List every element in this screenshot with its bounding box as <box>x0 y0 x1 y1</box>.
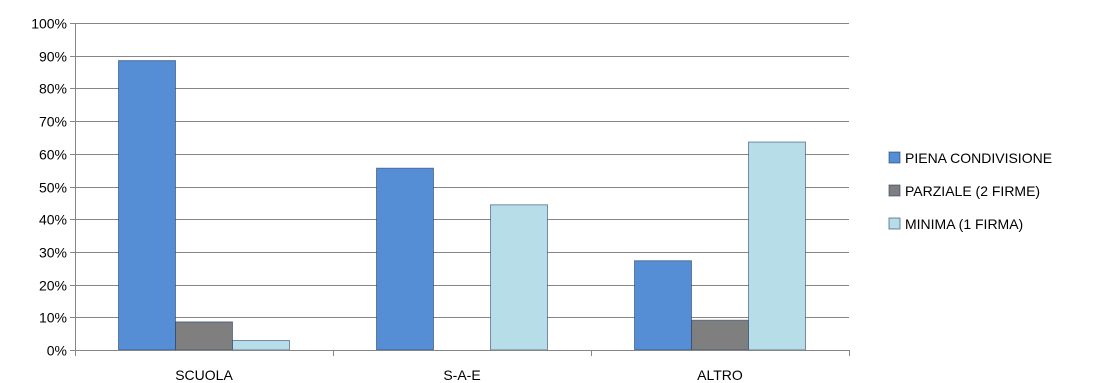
y-tick-label: 70% <box>39 114 67 130</box>
y-tick-label: 100% <box>31 16 67 32</box>
y-tick-label: 20% <box>39 278 67 294</box>
bar <box>232 340 290 351</box>
bars <box>118 60 806 351</box>
bar <box>490 204 548 351</box>
bar <box>376 167 434 351</box>
axes <box>70 23 850 356</box>
grid-lines <box>75 23 849 318</box>
x-tick-labels: SCUOLA S-A-E ALTRO <box>175 367 743 383</box>
legend: PIENA CONDIVISIONE PARZIALE (2 FIRME) MINI… <box>888 150 1052 232</box>
x-tick-label: SCUOLA <box>175 367 233 383</box>
bar <box>118 60 176 351</box>
y-tick-label: 30% <box>39 245 67 261</box>
x-tick-label: ALTRO <box>697 367 743 383</box>
legend-label: PARZIALE (2 FIRME) <box>905 183 1040 199</box>
legend-swatch <box>888 184 901 197</box>
x-tick-label: S-A-E <box>443 367 480 383</box>
bar <box>175 321 233 351</box>
legend-label: MINIMA (1 FIRMA) <box>905 216 1023 232</box>
y-tick-labels: 0% 10% 20% 30% 40% 50% 60% 70% 80% 90% 100% <box>31 16 67 359</box>
bar <box>748 141 806 351</box>
y-tick-label: 80% <box>39 81 67 97</box>
bar <box>634 260 692 351</box>
y-tick-label: 60% <box>39 147 67 163</box>
legend-swatch <box>888 151 901 164</box>
bar <box>691 319 749 351</box>
y-tick-label: 90% <box>39 49 67 65</box>
y-tick-label: 50% <box>39 180 67 196</box>
y-tick-label: 10% <box>39 310 67 326</box>
y-tick-label: 0% <box>47 343 67 359</box>
legend-swatch <box>888 217 901 230</box>
legend-label: PIENA CONDIVISIONE <box>905 150 1052 166</box>
y-tick-label: 40% <box>39 212 67 228</box>
